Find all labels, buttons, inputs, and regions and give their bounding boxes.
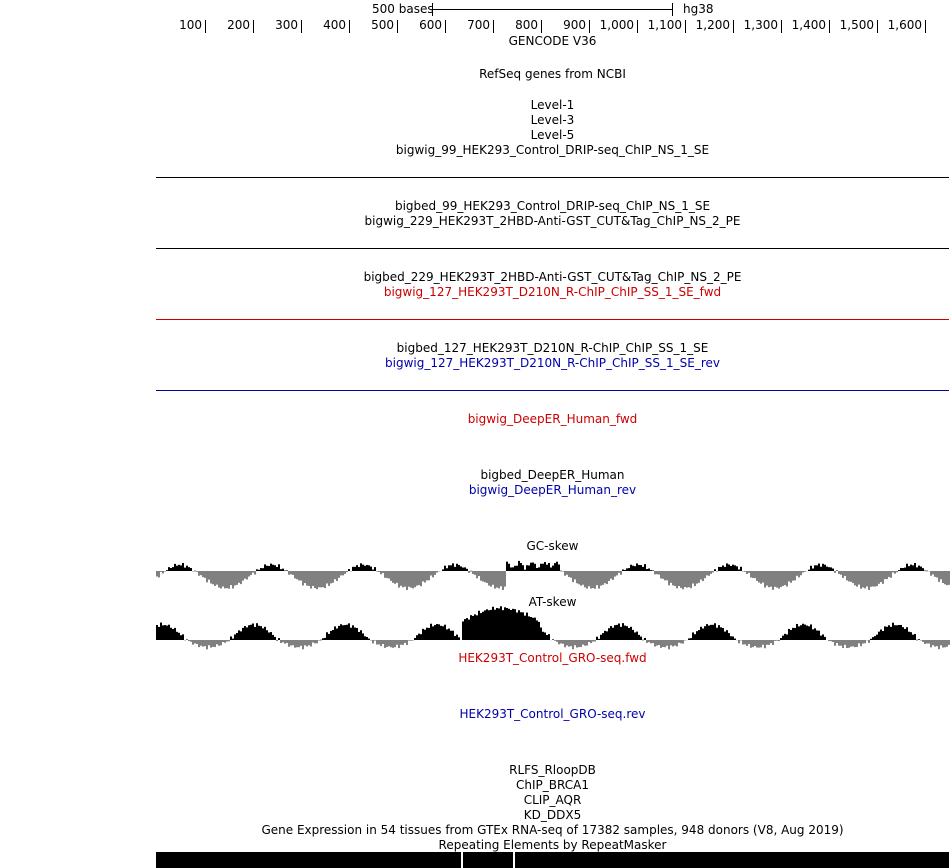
track-separator-cuttag bbox=[156, 248, 949, 249]
track-label[interactable]: KD_DDX5 bbox=[523, 808, 582, 822]
ruler-tick-mark bbox=[637, 20, 638, 33]
track-label[interactable]: GC-skew bbox=[526, 539, 579, 553]
ruler-tick-mark bbox=[877, 20, 878, 33]
ruler-tick-label: 800 bbox=[515, 18, 538, 32]
ruler-tick-mark bbox=[301, 20, 302, 33]
ruler-tick-mark bbox=[781, 20, 782, 33]
track-label[interactable]: bigwig_DeepER_Human_fwd bbox=[467, 412, 638, 426]
ruler-tick-mark bbox=[493, 20, 494, 33]
ruler-tick-mark bbox=[685, 20, 686, 33]
track-label[interactable]: bigwig_127_HEK293T_D210N_R-ChIP_ChIP_SS_… bbox=[383, 285, 722, 299]
ruler-tick-mark bbox=[925, 20, 926, 33]
ruler-tick-label: 600 bbox=[419, 18, 442, 32]
track-label[interactable]: RefSeq genes from NCBI bbox=[479, 67, 626, 81]
track-separator-rchip-rev bbox=[156, 390, 949, 391]
track-label[interactable]: HEK293T_Control_GRO-seq.fwd bbox=[458, 651, 647, 665]
track-label[interactable]: GENCODE V36 bbox=[508, 34, 597, 48]
track-label[interactable]: bigwig_229_HEK293T_2HBD-Anti-GST_CUT&Tag… bbox=[364, 214, 741, 228]
ruler-tick-label: 1,300 bbox=[743, 18, 778, 32]
ruler-tick-label: 1,500 bbox=[839, 18, 874, 32]
scale-line-start bbox=[432, 3, 433, 16]
track-label[interactable]: Level-5 bbox=[530, 128, 575, 142]
ruler-tick-label: 400 bbox=[323, 18, 346, 32]
ruler-tick-mark bbox=[397, 20, 398, 33]
repeatmasker-track[interactable] bbox=[156, 852, 949, 868]
ruler-tick-label: 200 bbox=[227, 18, 250, 32]
ruler-tick-mark bbox=[589, 20, 590, 33]
ruler-tick-label: 1,600 bbox=[887, 18, 922, 32]
ruler-tick-mark bbox=[733, 20, 734, 33]
ruler-tick-mark bbox=[829, 20, 830, 33]
scale-line bbox=[432, 9, 672, 10]
track-label[interactable]: HEK293T_Control_GRO-seq.rev bbox=[459, 707, 646, 721]
track-label[interactable]: bigwig_99_HEK293_Control_DRIP-seq_ChIP_N… bbox=[395, 143, 710, 157]
ruler-tick-label: 300 bbox=[275, 18, 298, 32]
ruler-tick-mark bbox=[445, 20, 446, 33]
track-label[interactable]: ChIP_BRCA1 bbox=[516, 778, 589, 792]
scale-label: 500 bases bbox=[372, 2, 434, 16]
ruler-tick-mark bbox=[541, 20, 542, 33]
ruler-tick-label: 900 bbox=[563, 18, 586, 32]
track-label[interactable]: bigwig_DeepER_Human_rev bbox=[468, 483, 637, 497]
ruler-tick-label: 500 bbox=[371, 18, 394, 32]
scale-line-end bbox=[672, 3, 673, 16]
ruler-tick-label: 1,000 bbox=[599, 18, 634, 32]
track-label[interactable]: bigbed_229_HEK293T_2HBD-Anti-GST_CUT&Tag… bbox=[363, 270, 742, 284]
track-label[interactable]: CLIP_AQR bbox=[523, 793, 582, 807]
track-label[interactable]: Repeating Elements by RepeatMasker bbox=[438, 838, 667, 852]
repeatmasker-gap bbox=[513, 852, 515, 868]
track-separator-drip bbox=[156, 177, 949, 178]
ruler-tick-label: 700 bbox=[467, 18, 490, 32]
repeatmasker-gap bbox=[461, 852, 463, 868]
ruler-tick-mark bbox=[349, 20, 350, 33]
track-label[interactable]: RLFS_RloopDB bbox=[509, 763, 596, 777]
assembly-label: hg38 bbox=[683, 2, 714, 16]
ruler-tick-label: 1,400 bbox=[791, 18, 826, 32]
gc-skew-graph bbox=[156, 560, 950, 591]
ruler-tick-label: 100 bbox=[179, 18, 202, 32]
at-skew-graph bbox=[156, 606, 950, 650]
track-label[interactable]: bigbed_DeepER_Human bbox=[480, 468, 625, 482]
ruler-tick-mark bbox=[205, 20, 206, 33]
track-label[interactable]: Level-3 bbox=[530, 113, 575, 127]
track-label[interactable]: bigbed_99_HEK293_Control_DRIP-seq_ChIP_N… bbox=[394, 199, 711, 213]
track-label[interactable]: Level-1 bbox=[530, 98, 575, 112]
ruler-tick-label: 1,200 bbox=[695, 18, 730, 32]
ruler-tick-mark bbox=[253, 20, 254, 33]
track-label[interactable]: AT-skew bbox=[528, 595, 577, 609]
track-label[interactable]: bigwig_127_HEK293T_D210N_R-ChIP_ChIP_SS_… bbox=[385, 356, 720, 370]
ruler-tick-label: 1,100 bbox=[647, 18, 682, 32]
track-separator-rchip-fwd bbox=[156, 319, 949, 320]
track-label[interactable]: bigbed_127_HEK293T_D210N_R-ChIP_ChIP_SS_… bbox=[396, 341, 709, 355]
track-label[interactable]: Gene Expression in 54 tissues from GTEx … bbox=[261, 823, 844, 837]
